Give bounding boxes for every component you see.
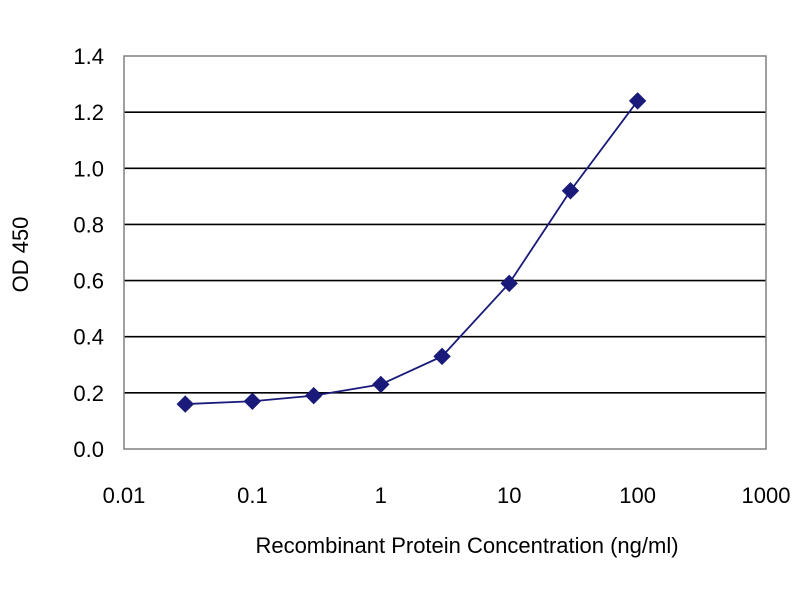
data-point-0-1	[243, 392, 262, 410]
x-axis-ticks: 0.01 0.1 1 10 100 1000	[103, 483, 791, 508]
x-tick-label-5: 1000	[742, 483, 791, 508]
y-tick-label-2: 0.4	[73, 325, 104, 350]
data-point-0-7	[628, 92, 647, 110]
gridlines	[124, 111, 766, 394]
y-tick-label-3: 0.6	[73, 269, 104, 294]
series-line-0	[185, 100, 639, 405]
data-point-0-5	[500, 274, 518, 293]
x-tick-label-3: 10	[497, 483, 521, 508]
x-tick-label-2: 1	[375, 483, 387, 508]
y-tick-label-1: 0.2	[73, 381, 104, 406]
y-tick-label-4: 0.8	[73, 212, 104, 237]
data-point-0-2	[304, 386, 323, 405]
x-tick-label-4: 100	[619, 483, 656, 508]
data-point-0-3	[372, 375, 390, 394]
data-point-0-0	[176, 395, 194, 413]
y-axis-ticks: 0.0 0.2 0.4 0.6 0.8 1.0 1.2 1.4	[73, 44, 104, 462]
series-group	[176, 92, 647, 413]
y-tick-label-6: 1.2	[73, 100, 104, 125]
data-point-0-6	[561, 182, 580, 200]
y-axis-label: OD 450	[8, 217, 33, 293]
y-tick-label-5: 1.0	[73, 156, 104, 181]
x-tick-label-1: 0.1	[237, 483, 268, 508]
y-tick-label-7: 1.4	[73, 44, 104, 69]
x-axis-label: Recombinant Protein Concentration (ng/ml…	[255, 533, 678, 558]
data-point-0-4	[433, 347, 451, 366]
x-tick-label-0: 0.01	[103, 483, 146, 508]
y-tick-label-0: 0.0	[73, 437, 104, 462]
plot-area	[123, 55, 767, 450]
